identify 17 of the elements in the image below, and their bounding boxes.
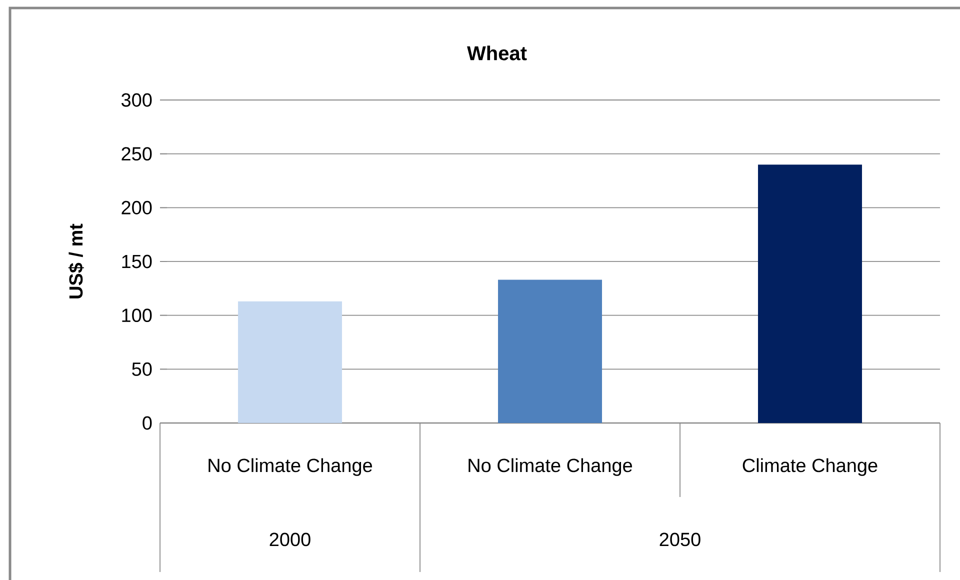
x-tick-label: No Climate Change	[468, 458, 632, 476]
y-tick-label: 0	[142, 416, 152, 430]
y-tick-label: 200	[122, 200, 152, 214]
y-tick-label: 300	[122, 93, 152, 107]
y-tick-label: 50	[132, 362, 152, 376]
x-tick-label: Climate Change	[742, 458, 878, 476]
bar	[498, 280, 602, 423]
chart-title: Wheat	[467, 46, 527, 60]
y-tick-label: 100	[122, 308, 152, 322]
text: 2050	[660, 532, 700, 546]
y-axis-title: US$ / mt	[68, 224, 84, 298]
bar	[758, 164, 862, 423]
y-tick-label: 150	[122, 254, 152, 268]
y-tick-label: 250	[122, 147, 152, 161]
x-tick-label: No Climate Change	[208, 458, 372, 476]
bar	[238, 301, 342, 423]
text: 2000	[270, 532, 310, 546]
